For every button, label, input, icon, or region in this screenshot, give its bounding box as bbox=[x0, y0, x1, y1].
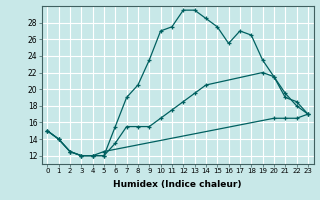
X-axis label: Humidex (Indice chaleur): Humidex (Indice chaleur) bbox=[113, 180, 242, 189]
